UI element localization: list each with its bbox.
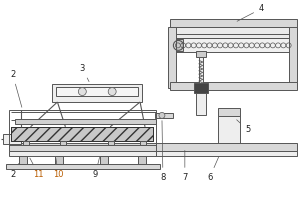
Bar	[19, 156, 27, 164]
Text: 6: 6	[207, 157, 219, 182]
Text: 9: 9	[93, 157, 100, 179]
Bar	[52, 84, 142, 102]
Bar	[138, 156, 146, 164]
Bar	[140, 141, 146, 145]
Text: 3: 3	[80, 64, 89, 82]
Text: 10: 10	[53, 158, 64, 179]
Bar	[174, 39, 183, 51]
Text: 8: 8	[160, 121, 166, 182]
Bar	[170, 19, 297, 27]
Text: 5: 5	[237, 120, 250, 134]
Text: 4: 4	[237, 4, 264, 21]
Bar	[9, 151, 156, 156]
Bar	[56, 87, 138, 96]
Bar	[3, 134, 21, 144]
Text: 11: 11	[30, 158, 44, 179]
Bar	[170, 27, 297, 38]
Bar	[290, 27, 297, 88]
Bar	[6, 164, 160, 169]
Bar	[196, 93, 206, 115]
Bar	[56, 156, 63, 164]
Bar	[155, 113, 173, 118]
Bar	[168, 27, 176, 88]
Circle shape	[159, 112, 165, 118]
Bar	[22, 141, 28, 145]
Text: 7: 7	[182, 150, 188, 182]
Bar	[108, 141, 114, 145]
Bar	[60, 141, 66, 145]
Bar	[218, 108, 240, 116]
Bar	[100, 156, 108, 164]
Bar	[155, 143, 297, 151]
Bar	[11, 127, 153, 141]
Text: 2: 2	[10, 164, 19, 179]
Bar	[9, 143, 156, 151]
Bar	[175, 38, 294, 52]
Bar	[196, 51, 206, 57]
Bar	[199, 57, 203, 87]
Bar	[9, 110, 156, 145]
Circle shape	[108, 88, 116, 96]
Bar	[218, 115, 240, 145]
Text: 2: 2	[10, 70, 22, 107]
Bar	[194, 83, 208, 93]
Bar	[170, 82, 297, 90]
Bar	[170, 38, 297, 88]
Bar	[155, 151, 297, 156]
Bar	[15, 119, 156, 124]
Bar	[11, 127, 153, 141]
Circle shape	[78, 88, 86, 96]
